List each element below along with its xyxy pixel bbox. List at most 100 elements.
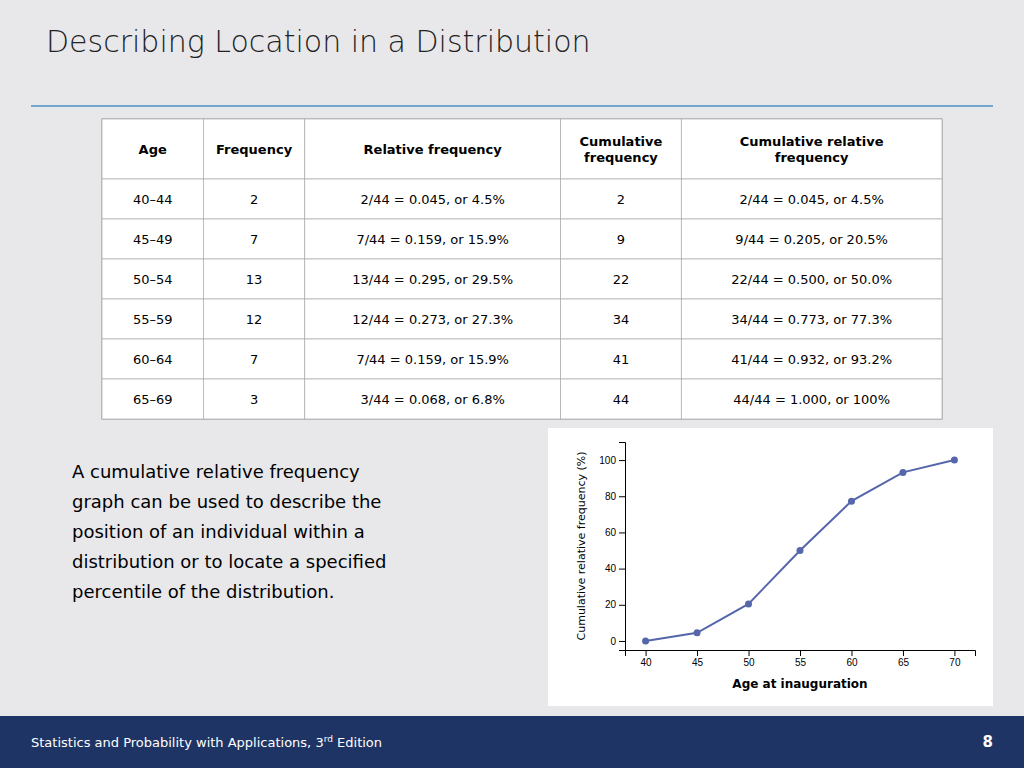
table-cell (305, 119, 561, 179)
y-tick-mark (619, 641, 625, 642)
table-cell (305, 299, 561, 339)
point (899, 469, 906, 476)
title-rule (31, 105, 993, 107)
table-value: 9 (617, 232, 625, 247)
x-tick-label: 65 (898, 657, 910, 668)
table-value: 34 (613, 312, 630, 327)
y-tick: 80 (605, 491, 625, 502)
x-tick-label: 50 (743, 657, 755, 668)
table-cell (561, 379, 682, 419)
table-value: 60–64 (133, 352, 173, 367)
table-cell (305, 259, 561, 299)
y-tick: 100 (599, 455, 625, 466)
table-value: 55–59 (133, 312, 173, 327)
x-tick-label: 45 (692, 657, 704, 668)
plot-area (642, 457, 958, 645)
x-tick-mark (954, 650, 955, 656)
y-axis-title: Cumulative relative frequency (%) (575, 452, 588, 641)
table-cell (681, 299, 942, 339)
table-header: Frequency (216, 142, 293, 157)
table-value: 50–54 (133, 272, 173, 287)
description: A cumulative relative frequencygraph can… (72, 461, 386, 602)
table-cell (681, 219, 942, 259)
x-tick-label: 40 (641, 657, 653, 668)
table-cell (305, 379, 561, 419)
y-tick-mark (619, 605, 625, 606)
table-cell (681, 339, 942, 379)
x-tick-mark (903, 650, 904, 656)
x-tick: 55 (795, 650, 807, 668)
x-tick: 50 (743, 650, 755, 668)
x-tick-mark (646, 650, 647, 656)
x-tick-label: 55 (795, 657, 807, 668)
table-value: 40–44 (133, 192, 173, 207)
x-tick-label: 60 (846, 657, 858, 668)
x-tick-label: 70 (949, 657, 961, 668)
table-header: Cumulative relativefrequency (740, 134, 884, 165)
chart: 40455055606570020406080100Age at inaugur… (575, 443, 976, 692)
point (797, 547, 804, 554)
point (745, 600, 752, 607)
x-tick-mark (697, 650, 698, 656)
table-value: 2 (250, 192, 258, 207)
y-tick-label: 0 (610, 636, 616, 647)
table-cell (203, 339, 304, 379)
table-value: 3/44 = 0.068, or 6.8% (361, 392, 505, 407)
y-tick-label: 40 (605, 563, 617, 574)
footer-text-part: rd (324, 734, 333, 744)
table-cell (561, 299, 682, 339)
table-value: 12 (246, 312, 263, 327)
y-tick-label: 60 (605, 527, 617, 538)
table-value: 13/44 = 0.295, or 29.5% (352, 272, 513, 287)
table-value: 34/44 = 0.773, or 77.3% (731, 312, 892, 327)
table-cell (203, 259, 304, 299)
table-cell (203, 299, 304, 339)
y-tick-mark (619, 569, 625, 570)
table-cell (203, 379, 304, 419)
table-cell (102, 179, 203, 219)
x-tick: 65 (898, 650, 910, 668)
table-cell (561, 119, 682, 179)
table-cell (561, 219, 682, 259)
y-tick-mark (619, 532, 625, 533)
y-tick-mark (619, 460, 625, 461)
table-value: 3 (250, 392, 258, 407)
table-value: 2/44 = 0.045, or 4.5% (361, 192, 505, 207)
table-value: 41 (613, 352, 630, 367)
graph-panel (548, 428, 993, 706)
table-value: 2/44 = 0.045, or 4.5% (740, 192, 884, 207)
footer-bar (0, 716, 1024, 768)
table-cell (305, 179, 561, 219)
table-value: 22 (613, 272, 630, 287)
table-cell (681, 259, 942, 299)
table-cell (102, 339, 203, 379)
x-axis: 40 45 50 55 60 65 70 (626, 650, 976, 668)
table-value: 7 (250, 232, 258, 247)
x-tick: 70 (949, 650, 961, 668)
table-value: 2 (617, 192, 625, 207)
table-value: 12/44 = 0.273, or 27.3% (352, 312, 513, 327)
y-tick: 60 (605, 527, 625, 538)
footer-text: Statistics and Probability with Applicat… (31, 734, 382, 750)
point (642, 637, 649, 644)
table-cell (102, 299, 203, 339)
table-value: 41/44 = 0.932, or 93.2% (731, 352, 892, 367)
x-tick-mark (749, 650, 750, 656)
table-cell (681, 179, 942, 219)
table-value: 22/44 = 0.500, or 50.0% (731, 272, 892, 287)
x-axis-line (626, 651, 976, 657)
table-cell (102, 259, 203, 299)
table-frame (102, 119, 942, 419)
y-tick-label: 100 (599, 455, 616, 466)
x-tick: 40 (641, 650, 653, 668)
table-cell (561, 339, 682, 379)
x-tick: 60 (846, 650, 858, 668)
y-tick: 20 (605, 599, 625, 610)
table-value: 7/44 = 0.159, or 15.9% (356, 232, 509, 247)
table-cell (561, 259, 682, 299)
y-axis-line (619, 443, 626, 651)
table-cell (203, 179, 304, 219)
line (646, 460, 955, 641)
table-value: 7 (250, 352, 258, 367)
slide: Describing Location in a DistributionSta… (0, 0, 1024, 768)
